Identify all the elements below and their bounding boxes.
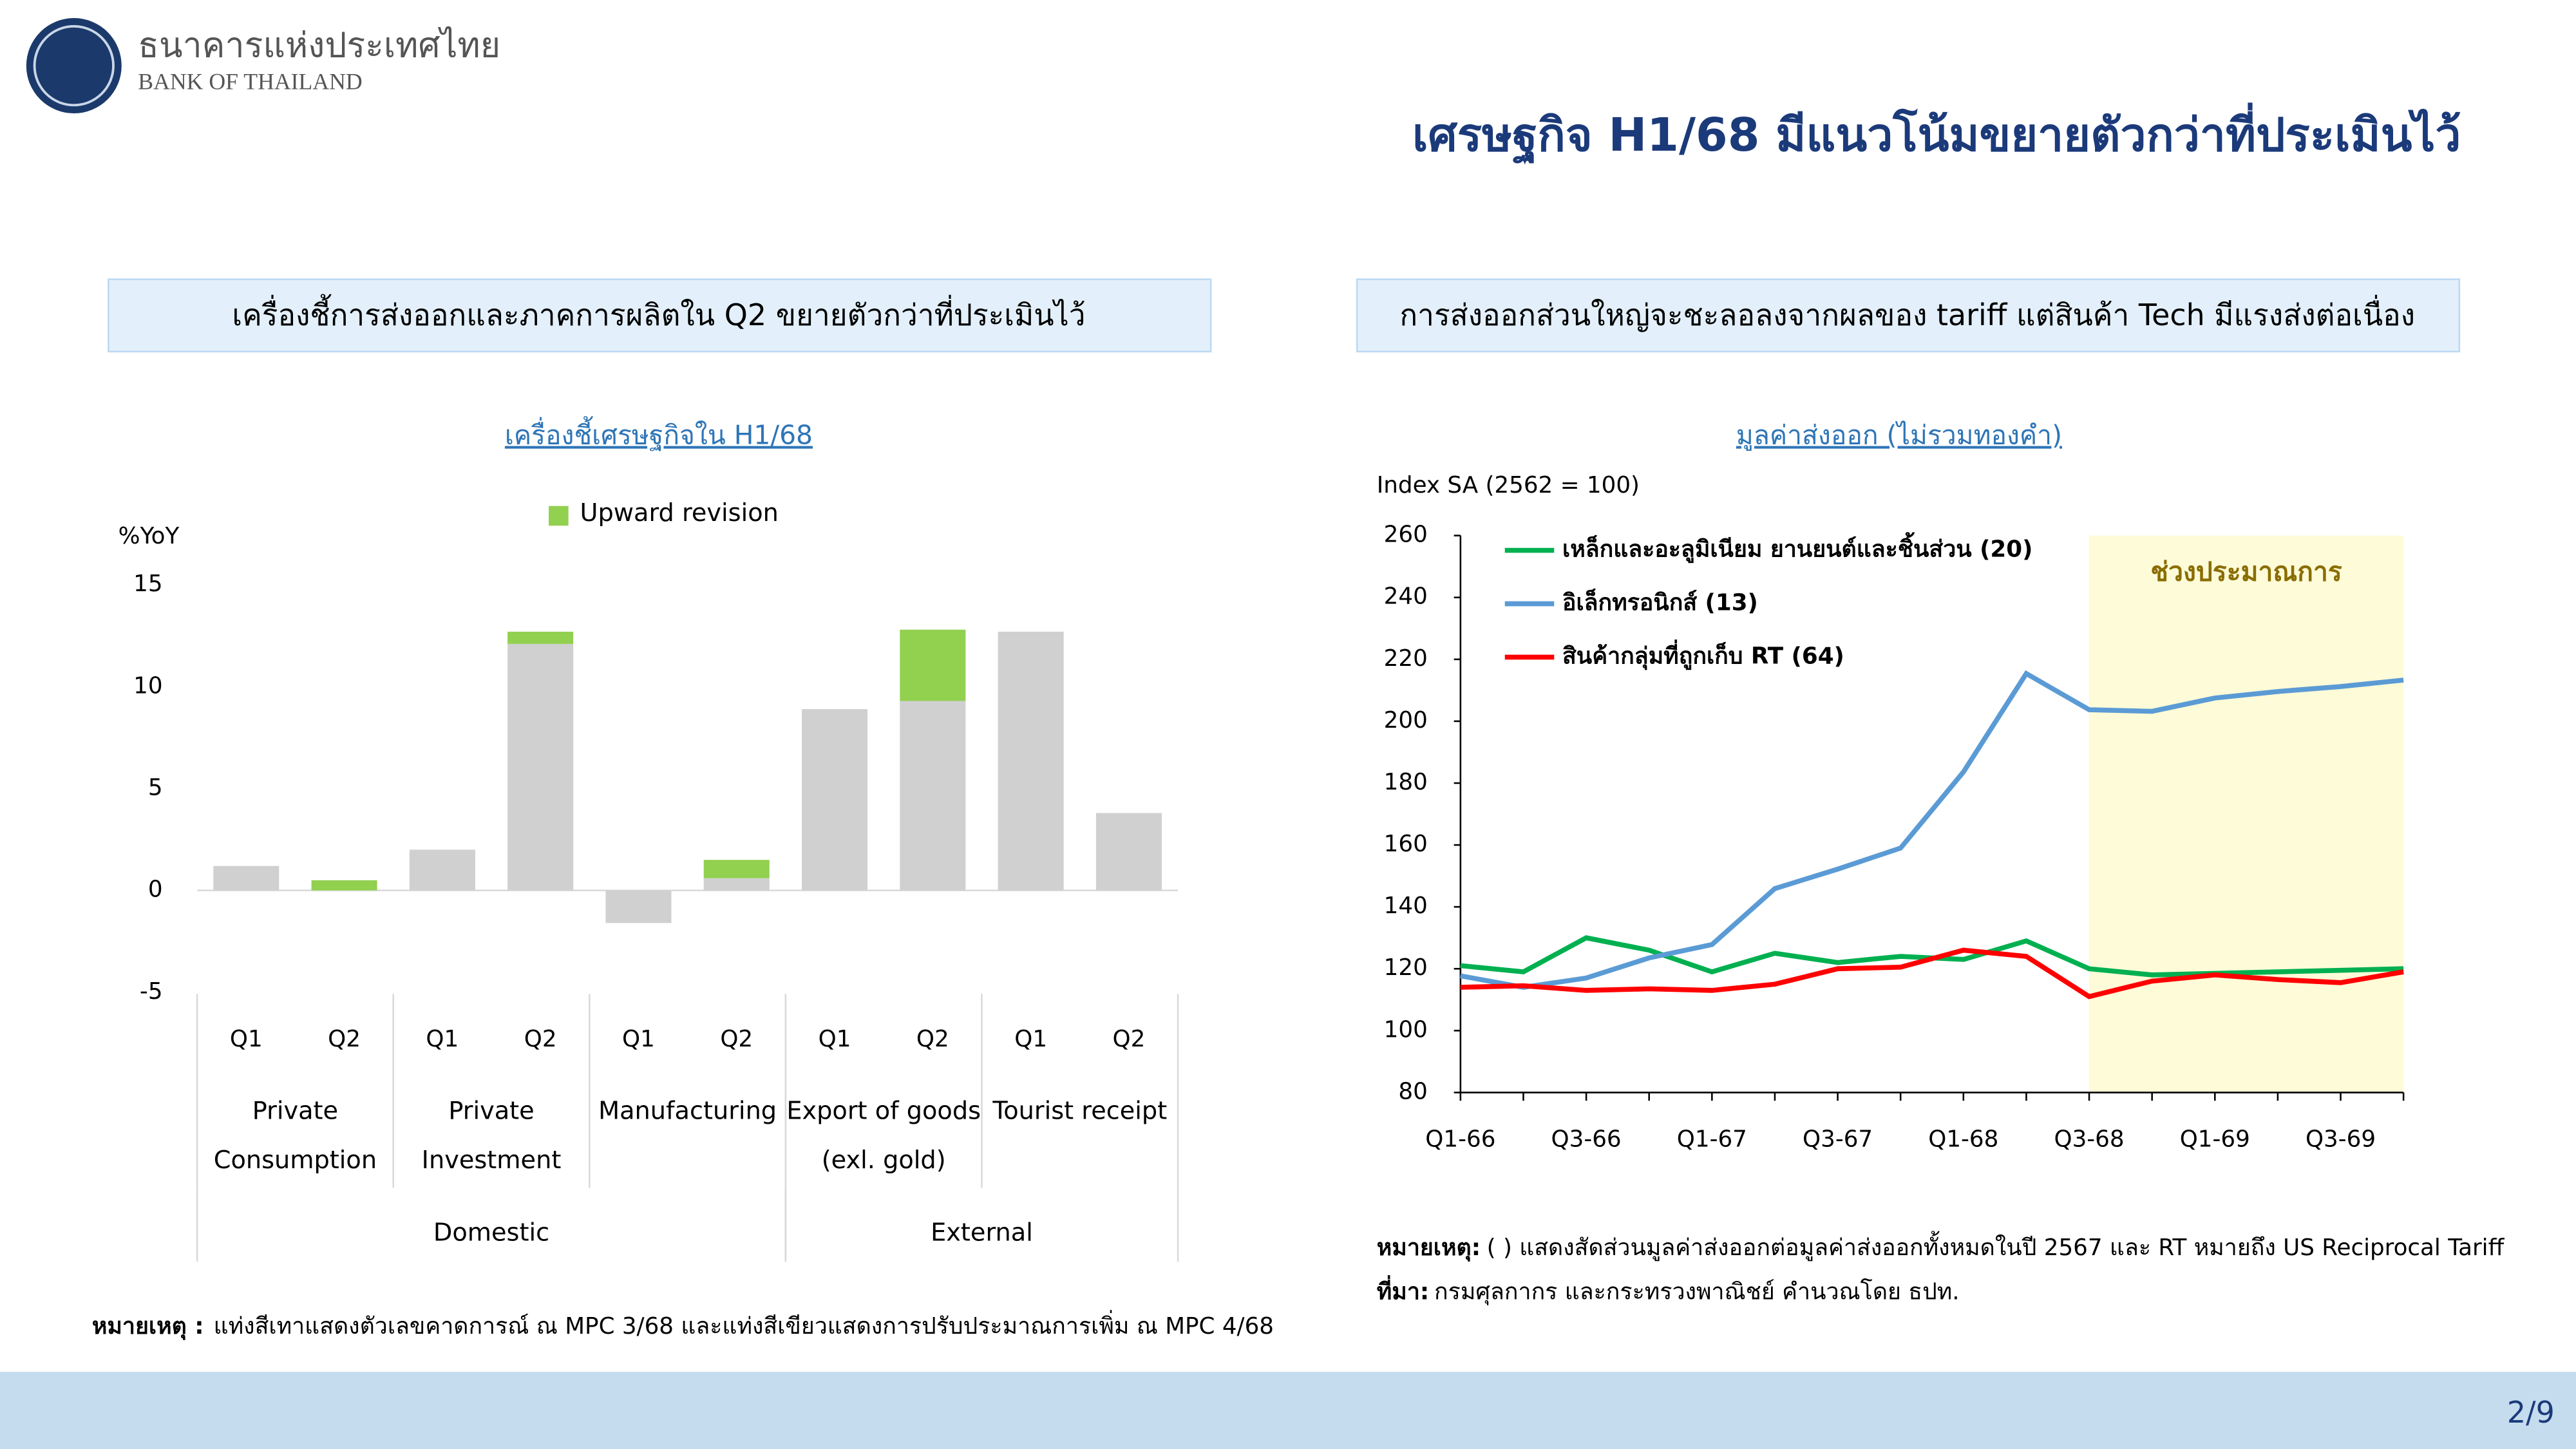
logo bbox=[26, 18, 122, 114]
legend-label: Upward revision bbox=[580, 498, 779, 527]
group-label: Investment bbox=[422, 1146, 562, 1175]
bar bbox=[998, 631, 1064, 891]
x-tick-label: Q1 bbox=[230, 1026, 263, 1052]
source-label: ที่มา: bbox=[1377, 1275, 1429, 1305]
bar bbox=[900, 629, 966, 701]
left-note-label: หมายเหตุ : bbox=[92, 1313, 204, 1340]
bar bbox=[409, 849, 475, 891]
x-tick-label: Q3-67 bbox=[1803, 1126, 1873, 1152]
y-tick-label: 140 bbox=[1384, 893, 1428, 919]
left-heading-box bbox=[108, 278, 1212, 353]
y-tick-label: 220 bbox=[1384, 645, 1428, 672]
x-tick-label: Q2 bbox=[524, 1026, 557, 1052]
x-tick-label: Q3-69 bbox=[2306, 1126, 2376, 1152]
x-tick-label: Q1 bbox=[819, 1026, 851, 1052]
y-tick-label: 240 bbox=[1384, 583, 1428, 610]
right-heading: การส่งออกส่วนใหญ่จะชะลอลงจากผลของ tariff… bbox=[1399, 294, 2415, 332]
x-tick-label: Q2 bbox=[1113, 1026, 1146, 1052]
x-tick-label: Q3-66 bbox=[1551, 1126, 1622, 1152]
x-tick-label: Q1 bbox=[426, 1026, 459, 1052]
series-line bbox=[1460, 947, 2404, 999]
group-label: Manufacturing bbox=[598, 1097, 777, 1126]
y-axis-label: Index SA (2562 = 100) bbox=[1377, 472, 1640, 498]
bar bbox=[703, 878, 770, 891]
x-tick-label: Q2 bbox=[720, 1026, 753, 1052]
x-tick-label: Q2 bbox=[916, 1026, 949, 1052]
bar bbox=[1095, 813, 1162, 891]
bar bbox=[605, 890, 672, 923]
y-tick-label: 10 bbox=[133, 672, 162, 699]
group-label: (exl. gold) bbox=[822, 1146, 946, 1175]
y-tick-label: 180 bbox=[1384, 769, 1428, 795]
y-tick-label: 80 bbox=[1398, 1078, 1427, 1104]
legend-label: เหล็กและอะลูมิเนียม ยานยนต์และชิ้นส่วน (… bbox=[1562, 532, 2032, 564]
bar bbox=[703, 860, 770, 878]
source: กรมศุลกากร และกระทรวงพาณิชย์ คำนวณโดย ธป… bbox=[1434, 1278, 1960, 1305]
y-tick-label: 100 bbox=[1384, 1016, 1428, 1043]
org-en: BANK OF THAILAND bbox=[138, 68, 362, 94]
y-tick-label: 5 bbox=[148, 774, 163, 800]
x-tick-label: Q1 bbox=[1014, 1026, 1047, 1052]
page-number: 2/9 bbox=[2507, 1395, 2555, 1430]
group-label: Export of goods bbox=[786, 1097, 981, 1126]
group-label: Consumption bbox=[214, 1146, 377, 1175]
super-group-label: External bbox=[931, 1218, 1033, 1247]
x-tick-label: Q1-69 bbox=[2180, 1126, 2250, 1152]
bar bbox=[213, 866, 279, 891]
legend-label: อิเล็กทรอนิกส์ (13) bbox=[1562, 587, 1758, 616]
bar bbox=[507, 643, 574, 891]
chart-title: มูลค่าส่งออก (ไม่รวมทองคำ) bbox=[1736, 420, 2062, 451]
right-note-label: หมายเหตุ: bbox=[1377, 1235, 1481, 1262]
x-tick-label: Q1-67 bbox=[1677, 1126, 1747, 1152]
x-tick-label: Q3-68 bbox=[2054, 1126, 2124, 1152]
y-axis-label: %YoY bbox=[118, 523, 180, 549]
y-tick-label: 160 bbox=[1384, 831, 1428, 857]
legend-swatch bbox=[549, 506, 569, 526]
org-th: ธนาคารแห่งประเทศไทย bbox=[138, 25, 500, 66]
bar bbox=[900, 701, 966, 891]
right-heading-box bbox=[1356, 278, 2461, 353]
y-tick-label: -5 bbox=[140, 978, 163, 1005]
forecast-shade bbox=[2089, 535, 2404, 1093]
y-tick-label: 200 bbox=[1384, 707, 1428, 734]
chart-title: เครื่องชี้เศรษฐกิจใน H1/68 bbox=[505, 416, 813, 451]
left-heading: เครื่องชี้การส่งออกและภาคการผลิตใน Q2 ขย… bbox=[232, 294, 1085, 332]
super-group-label: Domestic bbox=[433, 1218, 549, 1247]
y-tick-label: 260 bbox=[1384, 522, 1428, 548]
series-line bbox=[1460, 670, 2404, 990]
group-label: Private bbox=[448, 1097, 534, 1126]
bar bbox=[507, 631, 574, 644]
y-tick-label: 15 bbox=[133, 571, 162, 597]
x-tick-label: Q1-68 bbox=[1928, 1126, 1998, 1152]
x-tick-label: Q1-66 bbox=[1425, 1126, 1495, 1152]
group-label: Tourist receipt bbox=[992, 1097, 1167, 1126]
x-tick-label: Q2 bbox=[328, 1026, 361, 1052]
right-note: ( ) แสดงสัดส่วนมูลค่าส่งออกต่อมูลค่าส่งอ… bbox=[1487, 1231, 2505, 1261]
left-note: แท่งสีเทาแสดงตัวเลขคาดการณ์ ณ MPC 3/68 แ… bbox=[214, 1310, 1274, 1340]
x-tick-label: Q1 bbox=[622, 1026, 655, 1052]
bar bbox=[311, 880, 377, 891]
logo-ring bbox=[33, 24, 115, 107]
legend-label: สินค้ากลุ่มที่ถูกเก็บ RT (64) bbox=[1562, 639, 1844, 670]
slide-title: เศรษฐกิจ H1/68 มีแนวโน้มขยายตัวกว่าที่ปร… bbox=[1412, 102, 2461, 165]
y-tick-label: 120 bbox=[1384, 954, 1428, 981]
group-label: Private bbox=[252, 1097, 338, 1126]
footer-bar bbox=[0, 1372, 2576, 1449]
shade-label: ช่วงประมาณการ bbox=[2150, 556, 2342, 587]
y-tick-label: 0 bbox=[148, 876, 163, 903]
bar bbox=[802, 709, 868, 891]
